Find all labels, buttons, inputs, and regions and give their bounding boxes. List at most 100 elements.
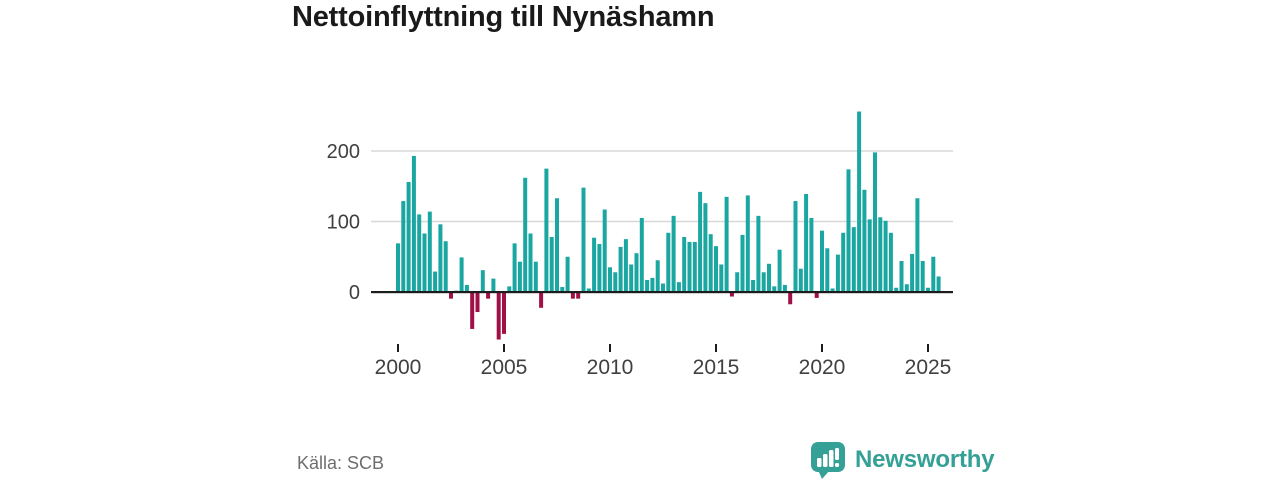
bar-2019 K2 — [804, 194, 809, 292]
bar-2015 K2 — [719, 264, 724, 292]
bar-2001 K3 — [427, 211, 432, 292]
bar-2015 K1 — [714, 246, 718, 292]
bar-2005 K4 — [517, 261, 522, 292]
bar-2004 K4 — [496, 293, 501, 340]
bar-2014 K4 — [708, 234, 713, 292]
bar-2021 K4 — [857, 111, 862, 293]
bar-2006 K1 — [523, 177, 528, 292]
bar-2019 K3 — [809, 217, 814, 292]
bar-2016 K2 — [740, 234, 745, 292]
bar-2013 K4 — [687, 241, 692, 292]
bar-2004 K1 — [480, 270, 485, 292]
bar-2013 K1 — [671, 215, 676, 292]
bar-2020 K4 — [835, 254, 840, 292]
bar-2022 K3 — [873, 152, 877, 292]
bar-2025 K2 — [931, 256, 936, 292]
bar-2014 K1 — [692, 241, 697, 292]
bar-2009 K1 — [586, 288, 591, 292]
bar-2024 K3 — [915, 198, 920, 293]
x-tick-label-2015: 2015 — [693, 356, 740, 379]
bar-2022 K2 — [867, 219, 872, 292]
bar-2018 K4 — [793, 201, 798, 292]
bar-2021 K1 — [841, 232, 846, 292]
bar-2005 K2 — [507, 286, 512, 292]
bar-2021 K2 — [846, 169, 851, 292]
bar-2001 K4 — [433, 271, 438, 293]
bar-2011 K3 — [639, 217, 644, 292]
bar-2008 K2 — [570, 293, 575, 299]
bar-2004 K3 — [491, 278, 496, 292]
bar-2018 K1 — [777, 249, 782, 292]
bar-2016 K1 — [735, 272, 740, 292]
y-tick-label-100: 100 — [327, 212, 360, 234]
bar-2010 K2 — [613, 272, 618, 292]
bar-2011 K4 — [645, 280, 650, 292]
bar-2022 K1 — [862, 189, 867, 292]
y-tick-label-0: 0 — [349, 282, 360, 304]
bar-2012 K2 — [655, 260, 660, 292]
bar-2021 K3 — [851, 227, 856, 292]
bar-2014 K3 — [703, 203, 708, 292]
bar-2002 K3 — [449, 293, 453, 299]
bar-2023 K2 — [888, 232, 893, 292]
x-tick-label-2010: 2010 — [587, 356, 634, 379]
bar-2012 K3 — [661, 283, 665, 292]
bar-2023 K1 — [883, 220, 888, 292]
x-tick-label-2020: 2020 — [799, 356, 846, 379]
y-tick-label-200: 200 — [327, 141, 360, 163]
bar-2010 K1 — [608, 267, 612, 292]
bar-2014 K2 — [698, 191, 703, 292]
bar-2007 K1 — [544, 168, 549, 293]
bar-2008 K1 — [565, 256, 570, 292]
bar-2006 K3 — [533, 261, 538, 292]
bar-2020 K3 — [830, 288, 835, 292]
bar-2018 K2 — [782, 284, 787, 292]
bar-2015 K3 — [724, 196, 729, 292]
bar-2019 K4 — [814, 293, 819, 298]
bar-2011 K1 — [629, 264, 634, 292]
bar-2003 K3 — [470, 293, 475, 329]
bar-2001 K1 — [417, 214, 422, 292]
bar-2025 K1 — [926, 287, 930, 292]
bar-2002 K2 — [443, 241, 448, 292]
bar-2022 K4 — [878, 217, 883, 292]
bar-2017 K4 — [772, 286, 777, 292]
bar-2010 K3 — [618, 246, 623, 292]
bar-2005 K1 — [502, 293, 506, 334]
bar-2012 K1 — [650, 277, 655, 292]
bar-2000 K3 — [406, 182, 411, 292]
bar-2018 K3 — [788, 293, 793, 305]
bar-2020 K2 — [825, 248, 830, 292]
bar-2008 K4 — [581, 187, 586, 292]
bar-2007 K4 — [560, 287, 565, 292]
bar-2004 K2 — [486, 293, 491, 299]
newsworthy-logo-text: Newsworthy — [855, 446, 995, 473]
chart-title: Nettoinflyttning till Nynäshamn — [292, 1, 715, 33]
bar-2016 K4 — [751, 280, 756, 292]
bar-2024 K4 — [920, 260, 925, 292]
bar-2019 K1 — [798, 268, 803, 292]
source-label: Källa: SCB — [297, 453, 385, 473]
bar-2003 K4 — [475, 293, 480, 313]
bar-2024 K1 — [904, 284, 909, 292]
x-axis-line — [371, 291, 953, 294]
x-tick-label-2000: 2000 — [375, 356, 422, 379]
bar-2015 K4 — [729, 293, 734, 297]
bar-2017 K2 — [761, 272, 766, 292]
bar-2009 K3 — [597, 244, 602, 292]
bar-2006 K4 — [539, 293, 544, 308]
newsworthy-logo-icon — [811, 442, 845, 479]
bar-2010 K4 — [623, 239, 628, 293]
bar-2017 K1 — [756, 215, 761, 292]
bar-2006 K2 — [528, 233, 533, 292]
bar-2007 K2 — [549, 237, 554, 292]
bar-2017 K3 — [767, 263, 771, 292]
bar-2023 K3 — [894, 287, 899, 292]
bar-2024 K2 — [910, 253, 915, 292]
bar-2012 K4 — [666, 232, 671, 292]
bar-2001 K2 — [422, 233, 427, 292]
bar-2003 K2 — [464, 284, 469, 292]
bar-2000 K2 — [401, 201, 406, 292]
x-tick-label-2005: 2005 — [481, 356, 528, 379]
